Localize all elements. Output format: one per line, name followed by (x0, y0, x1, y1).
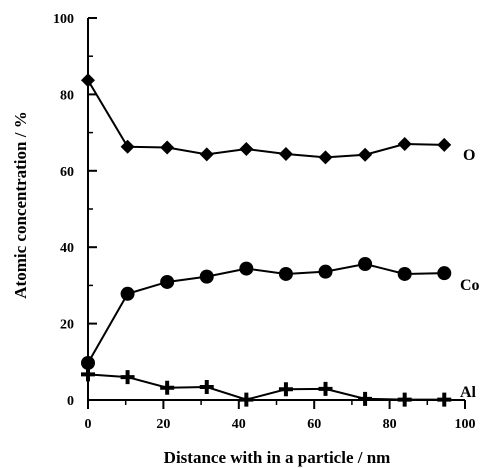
data-point-co (397, 266, 412, 281)
x-tick-label: 60 (307, 417, 321, 432)
data-point-o (81, 73, 95, 88)
data-point-al (397, 392, 412, 407)
data-point-co (318, 264, 333, 279)
data-point-al (318, 381, 333, 396)
data-point-co (358, 257, 373, 272)
data-point-o (199, 147, 214, 162)
data-point-o (160, 140, 175, 155)
series-label-al: Al (460, 384, 477, 401)
x-tick-label: 80 (383, 417, 397, 432)
y-tick-label: 80 (60, 88, 74, 103)
y-tick-label: 20 (60, 318, 74, 333)
x-tick-label: 0 (85, 417, 92, 432)
data-point-al (120, 370, 135, 385)
data-point-co (160, 274, 175, 289)
series-line-co (87, 262, 445, 364)
data-point-o (278, 146, 293, 161)
y-tick-label: 0 (67, 394, 74, 409)
data-point-o (437, 137, 452, 152)
axes (87, 18, 465, 401)
series-layer (81, 73, 452, 407)
x-tick-label: 20 (156, 417, 170, 432)
data-point-al (358, 391, 373, 406)
y-axis-title: Atomic concentration / % (11, 111, 30, 298)
y-tick-label: 100 (53, 12, 74, 27)
data-point-al (160, 380, 175, 395)
data-point-o (358, 147, 373, 162)
series-line-al (87, 373, 445, 401)
data-point-co (199, 269, 214, 284)
data-point-al (81, 367, 95, 382)
data-point-o (239, 142, 254, 157)
y-tick-label: 40 (60, 241, 74, 256)
data-point-al (239, 392, 254, 407)
series-line-o (87, 79, 445, 159)
series-label-co: Co (460, 277, 480, 294)
data-point-co (239, 261, 254, 276)
y-tick-label: 60 (60, 165, 74, 180)
ticks: 0 20 40 60 80 100 0 20 40 60 80 100 (53, 12, 476, 432)
x-tick-label: 40 (232, 417, 246, 432)
x-axis-title: Distance with in a particle / nm (164, 448, 391, 467)
data-point-co (81, 355, 95, 370)
data-point-o (318, 150, 333, 165)
data-point-co (278, 266, 293, 281)
data-point-al (437, 392, 452, 407)
data-point-al (278, 382, 293, 397)
data-point-o (120, 139, 135, 154)
data-point-co (120, 286, 135, 301)
data-point-o (397, 137, 412, 152)
series-label-o: O (463, 147, 475, 164)
x-tick-label: 100 (455, 417, 476, 432)
data-point-al (199, 380, 214, 395)
data-point-co (437, 266, 452, 281)
